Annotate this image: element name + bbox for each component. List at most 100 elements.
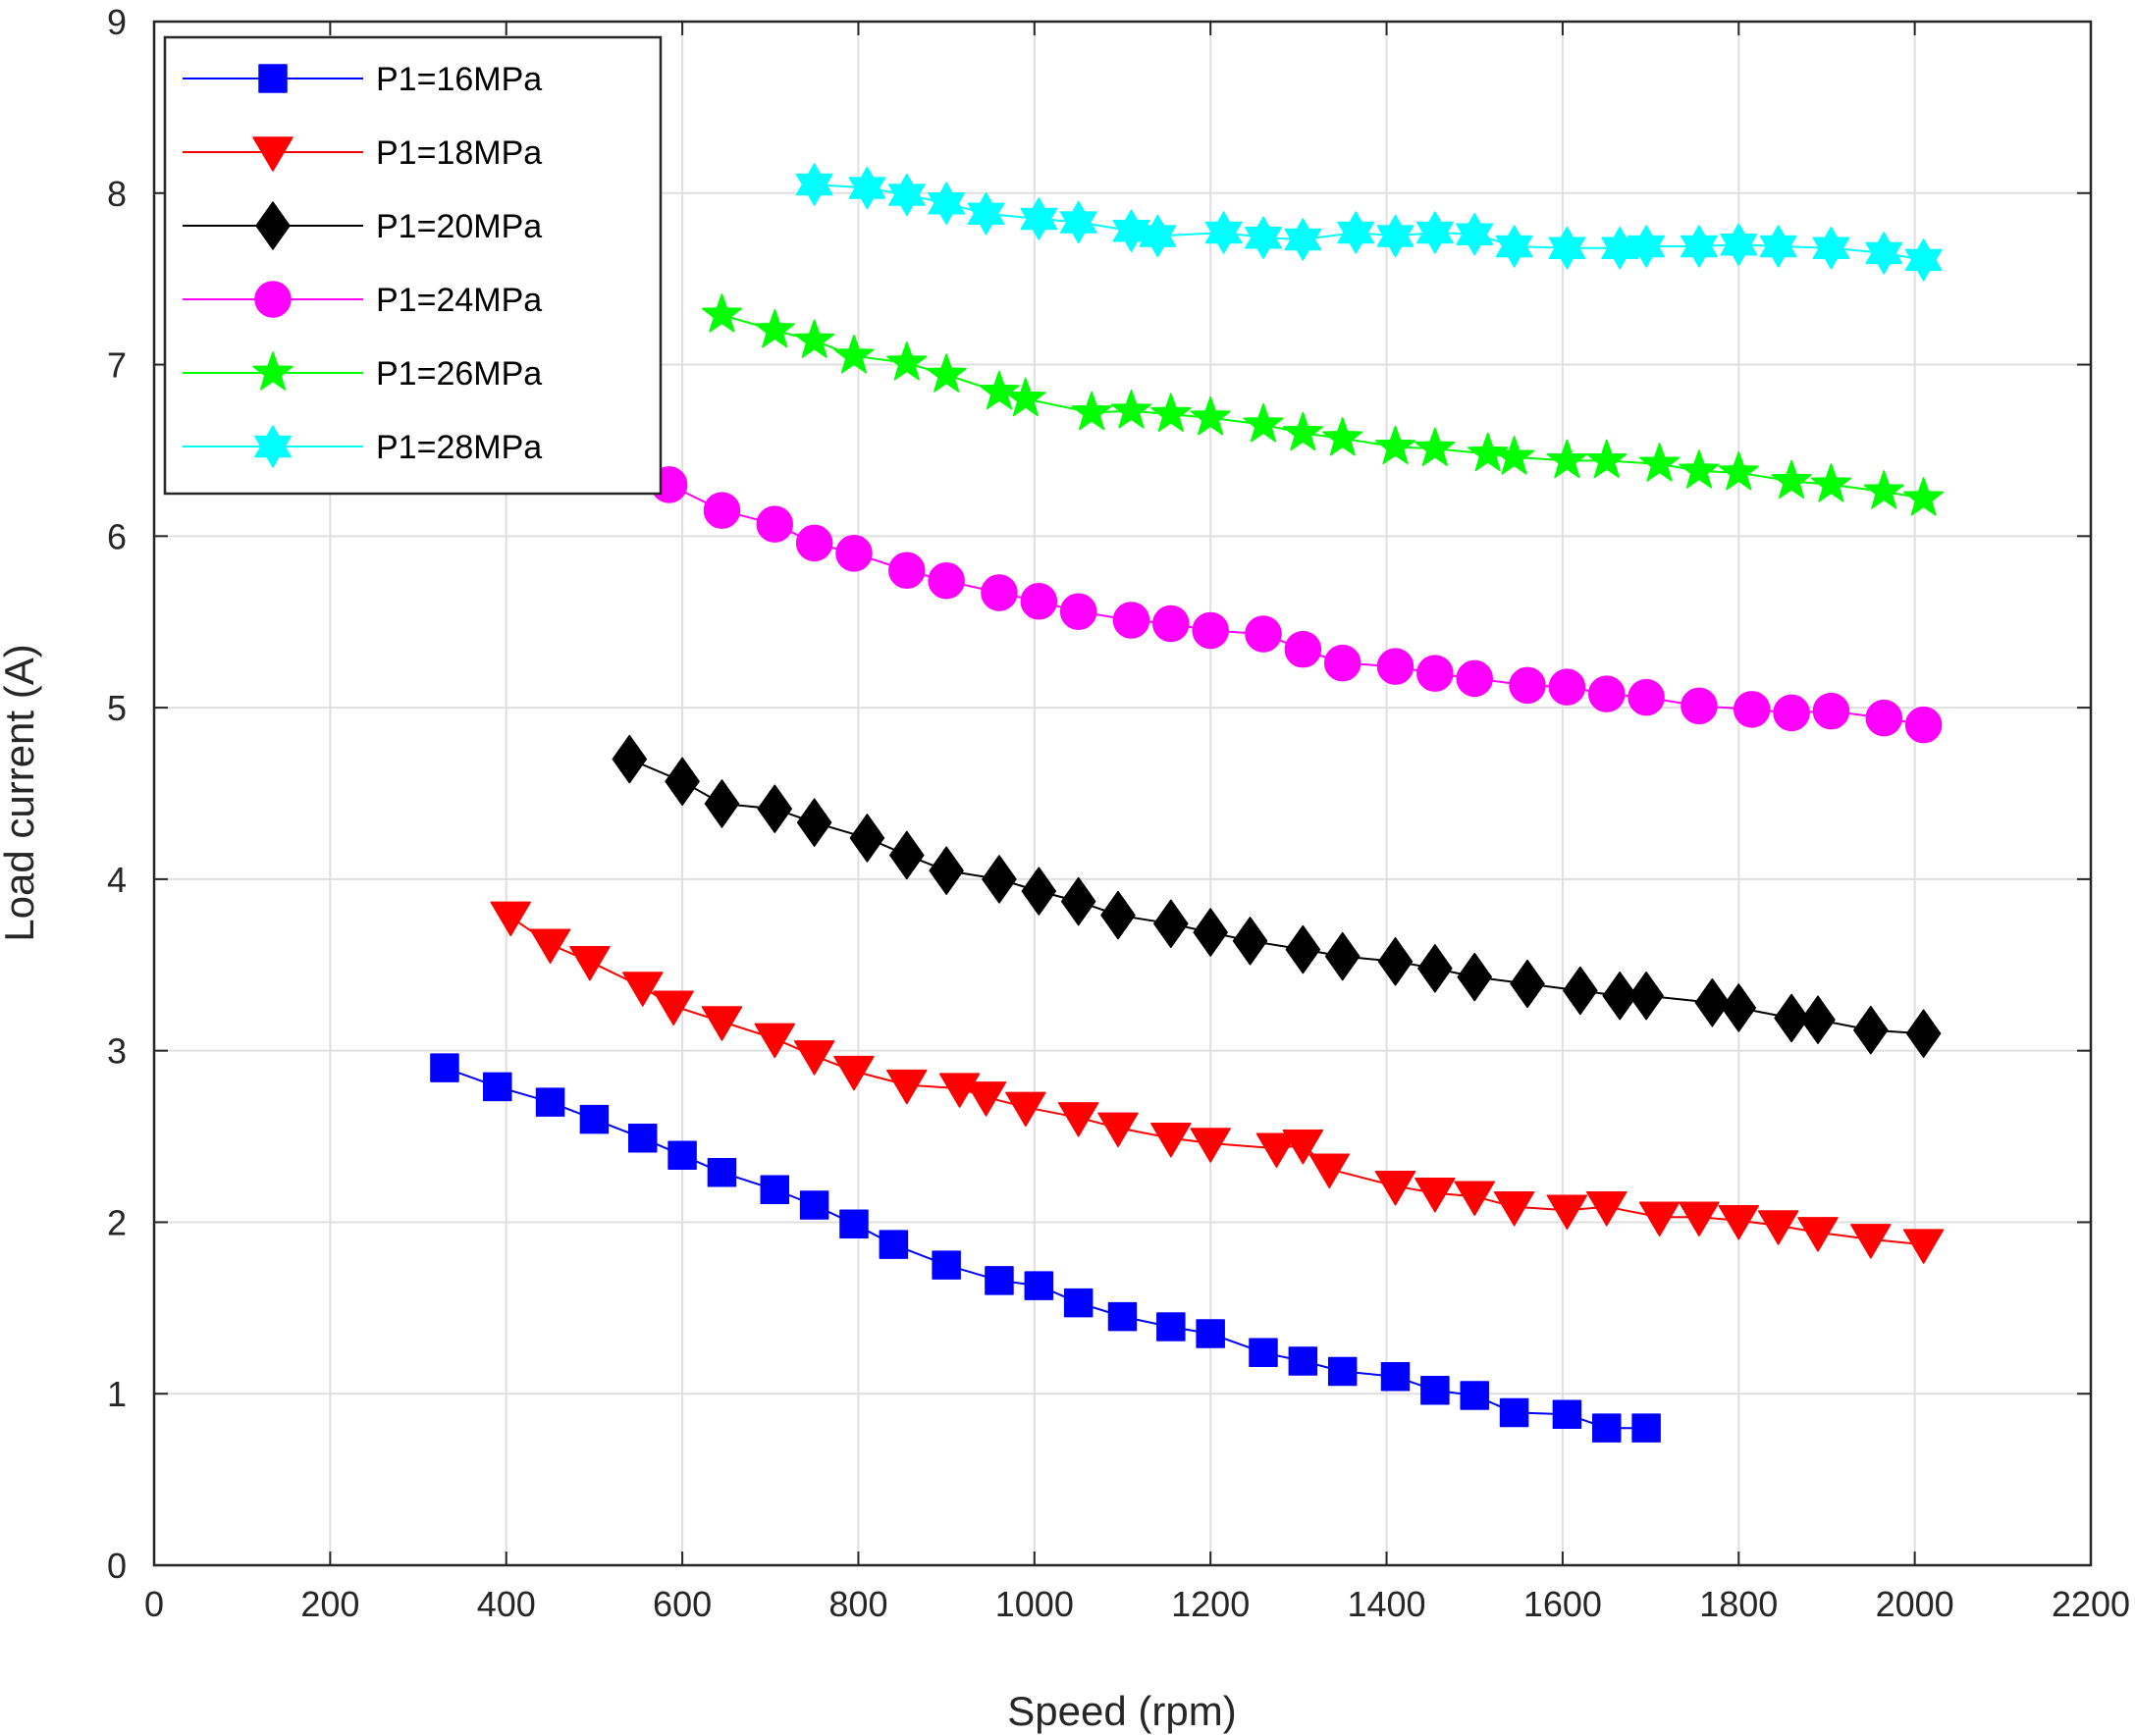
data-point <box>1694 977 1731 1027</box>
data-point <box>1415 211 1454 254</box>
data-point <box>1718 1204 1760 1240</box>
data-point <box>796 798 832 847</box>
data-point <box>981 574 1018 611</box>
legend-marker <box>254 281 292 318</box>
data-point <box>1679 449 1720 489</box>
data-point <box>1546 1194 1588 1230</box>
data-point <box>926 353 967 393</box>
data-point <box>1467 432 1509 472</box>
legend-marker <box>252 136 294 172</box>
x-tick-label: 0 <box>144 1584 164 1624</box>
data-point <box>1631 1413 1661 1443</box>
legend-label: P1=28MPa <box>376 429 542 466</box>
data-point <box>1800 995 1836 1044</box>
data-point <box>795 524 833 562</box>
data-point <box>1005 377 1046 417</box>
data-point <box>1321 416 1363 456</box>
y-tick-label: 6 <box>107 516 127 556</box>
data-point <box>1337 211 1375 254</box>
data-point <box>1773 694 1810 732</box>
data-point <box>1190 1128 1231 1163</box>
data-point <box>704 779 740 828</box>
legend-label: P1=24MPa <box>376 282 542 319</box>
data-point <box>889 830 925 880</box>
data-point <box>1414 1177 1456 1213</box>
x-tick-label: 1600 <box>1523 1584 1602 1624</box>
data-point <box>1059 593 1097 630</box>
series-1 <box>490 901 1945 1264</box>
series-layer <box>430 163 1945 1443</box>
data-point <box>928 182 966 226</box>
data-point <box>1323 644 1361 682</box>
y-tick-label: 5 <box>107 688 127 728</box>
data-point <box>928 562 965 600</box>
data-point <box>1548 668 1586 706</box>
data-point <box>1153 899 1189 949</box>
data-point <box>1249 1338 1278 1368</box>
data-point <box>1454 1181 1495 1216</box>
y-tick-label: 7 <box>107 345 127 386</box>
data-point <box>1638 443 1681 482</box>
data-point <box>833 335 875 374</box>
data-point <box>483 1072 512 1102</box>
grid <box>154 22 2091 1565</box>
data-point <box>1721 983 1757 1032</box>
data-point <box>1457 952 1492 1002</box>
series-2 <box>612 734 1942 1058</box>
data-point <box>965 1081 1007 1117</box>
data-point <box>1853 1005 1889 1055</box>
data-point <box>1510 959 1545 1009</box>
data-point <box>979 370 1020 410</box>
data-point <box>886 1069 928 1105</box>
legend-entry: P1=18MPa <box>183 134 542 172</box>
data-point <box>1112 602 1150 639</box>
data-point <box>879 1230 909 1259</box>
legend: P1=16MPa P1=18MPa P1=20MPa P1=24MPa P1=26MPa… <box>163 35 663 496</box>
data-point <box>1420 1375 1450 1405</box>
y-tick-label: 3 <box>107 1031 127 1072</box>
data-point <box>1592 1413 1622 1443</box>
data-point <box>1024 1271 1054 1300</box>
legend-marker <box>254 425 292 468</box>
plot-frame <box>152 20 2093 1567</box>
data-point <box>1245 216 1282 259</box>
data-point <box>1020 197 1058 240</box>
data-point <box>1902 477 1945 516</box>
data-point <box>1282 1130 1324 1165</box>
data-point <box>760 1175 790 1204</box>
data-point <box>1904 238 1943 282</box>
data-point <box>612 734 648 784</box>
data-point <box>1774 993 1809 1043</box>
data-point <box>754 1023 796 1059</box>
data-point <box>1904 706 1943 744</box>
data-point <box>1308 1153 1351 1189</box>
data-point <box>887 173 926 217</box>
data-point <box>839 1209 869 1238</box>
data-point <box>1414 427 1456 466</box>
data-point <box>1097 1112 1139 1148</box>
x-tick-label: 2000 <box>1876 1584 1954 1624</box>
data-point <box>1255 1132 1298 1169</box>
data-point <box>793 319 835 358</box>
legend-label: P1=16MPa <box>376 61 542 98</box>
legend-marker <box>258 64 288 93</box>
data-point <box>1759 225 1797 268</box>
data-point <box>1865 699 1902 737</box>
data-point <box>1586 1190 1628 1227</box>
series-5 <box>795 163 1943 282</box>
data-point <box>849 814 885 863</box>
x-tick-label: 1000 <box>995 1584 1074 1624</box>
data-point <box>1190 395 1231 436</box>
legend-entry: P1=24MPa <box>183 281 542 319</box>
data-point <box>1374 425 1416 465</box>
legend-box <box>163 35 663 496</box>
data-point <box>1021 867 1057 916</box>
data-point <box>1850 1224 1892 1259</box>
data-point <box>1152 605 1190 643</box>
data-point <box>430 1053 459 1082</box>
data-point <box>1324 931 1361 981</box>
data-point <box>1417 944 1453 993</box>
data-point <box>1680 225 1718 268</box>
data-point <box>1059 200 1097 244</box>
